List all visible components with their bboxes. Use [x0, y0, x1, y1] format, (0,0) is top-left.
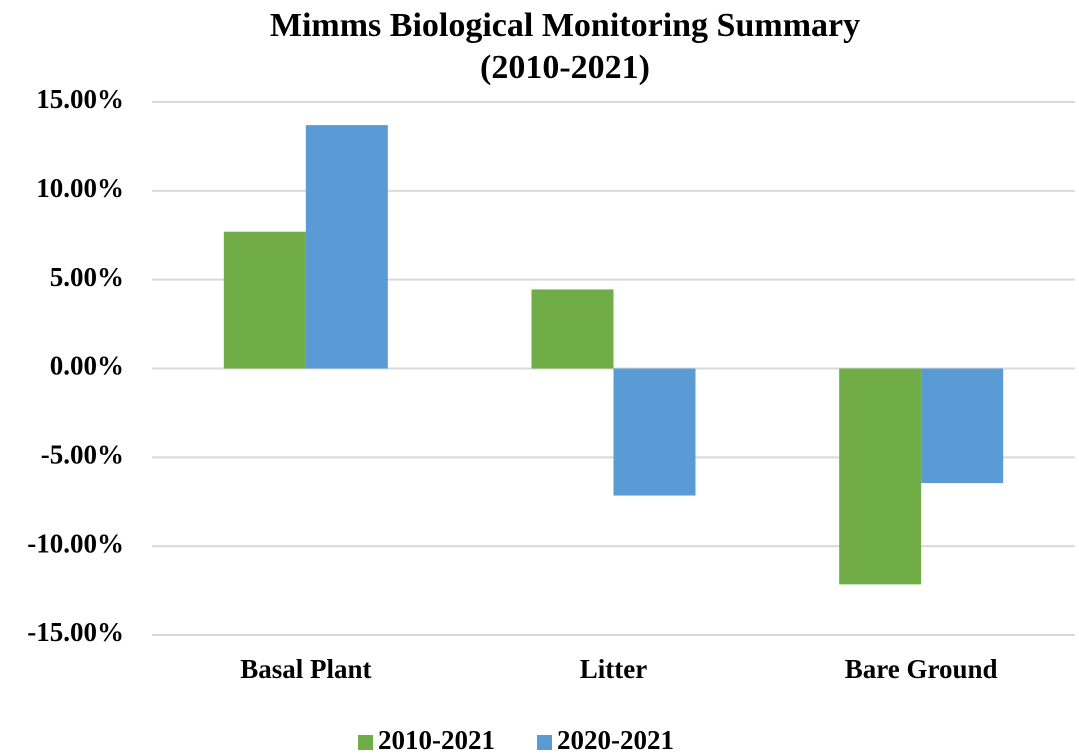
- bar: [531, 289, 614, 369]
- y-tick-label: -10.00%: [27, 528, 124, 558]
- chart-title: Mimms Biological Monitoring Summary: [270, 7, 860, 44]
- y-tick-label: 10.00%: [36, 173, 124, 203]
- bar: [223, 231, 306, 369]
- bar: [613, 368, 696, 496]
- y-tick-label: 5.00%: [50, 262, 124, 292]
- y-tick-label: -15.00%: [27, 617, 124, 647]
- bar: [839, 368, 922, 585]
- y-tick-label: 0.00%: [50, 351, 124, 381]
- legend-swatch: [358, 735, 373, 750]
- bar: [305, 125, 388, 369]
- legend-label: 2020-2021: [557, 725, 674, 755]
- legend-label: 2010-2021: [378, 725, 495, 755]
- chart-title: (2010-2021): [480, 49, 650, 86]
- x-tick-label: Bare Ground: [845, 654, 998, 684]
- bar: [921, 368, 1004, 484]
- legend-swatch: [537, 735, 552, 750]
- x-tick-label: Basal Plant: [240, 654, 371, 684]
- y-tick-label: 15.00%: [36, 84, 124, 114]
- y-tick-label: -5.00%: [41, 440, 124, 470]
- x-tick-label: Litter: [580, 654, 647, 684]
